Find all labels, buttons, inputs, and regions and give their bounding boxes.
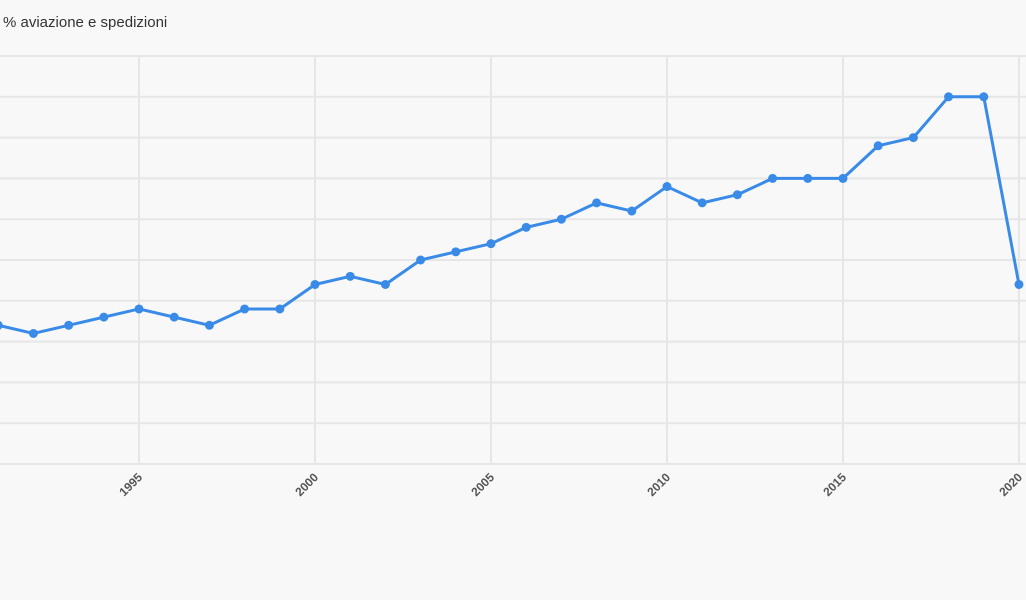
point [204,320,214,330]
point [873,141,883,151]
point [627,206,637,216]
point [662,182,672,192]
point [345,271,355,281]
point [732,190,742,200]
point [979,92,989,102]
point [169,312,179,322]
point [275,304,285,314]
point [768,173,778,183]
chart-title: % aviazione e spedizioni [3,14,167,31]
point [486,239,496,249]
point [451,247,461,257]
point [556,214,566,224]
point [908,133,918,143]
point [99,312,109,322]
point [28,328,38,338]
point [64,320,74,330]
point [240,304,250,314]
point [310,279,320,289]
point [1014,279,1024,289]
point [803,173,813,183]
point [697,198,707,208]
point [416,255,426,265]
point [0,321,3,330]
point [838,173,848,183]
point [944,92,954,102]
line [0,95,1021,335]
point [592,198,602,208]
point [134,304,144,314]
point [380,279,390,289]
point [521,222,531,232]
